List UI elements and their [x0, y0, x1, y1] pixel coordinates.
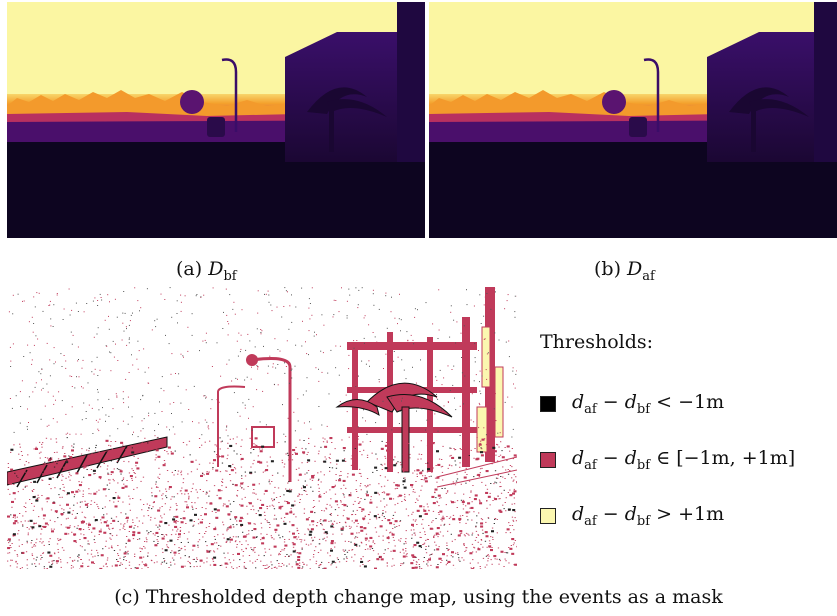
legend-swatch-red — [540, 452, 556, 468]
legend-item-within: daf − dbf ∈ [−1m, +1m] — [540, 447, 796, 473]
caption-c: (c) Thresholded depth change map, using … — [114, 586, 723, 608]
legend-item-below: daf − dbf < −1m — [540, 391, 725, 417]
legend-item-above: daf − dbf > +1m — [540, 503, 725, 529]
caption-a: (a) Dbf — [176, 258, 237, 284]
legend-label-below: daf − dbf < −1m — [572, 391, 725, 417]
legend-label-above: daf − dbf > +1m — [572, 503, 725, 529]
legend-label-within: daf − dbf ∈ [−1m, +1m] — [572, 447, 796, 473]
thresholded-depth-change-map — [7, 287, 517, 569]
depth-map-before-image — [7, 2, 425, 238]
caption-b: (b) Daf — [594, 258, 655, 284]
legend-swatch-yellow — [540, 508, 556, 524]
depth-map-after-image — [429, 2, 837, 238]
legend-title: Thresholds: — [540, 331, 654, 353]
legend-swatch-black — [540, 396, 556, 412]
